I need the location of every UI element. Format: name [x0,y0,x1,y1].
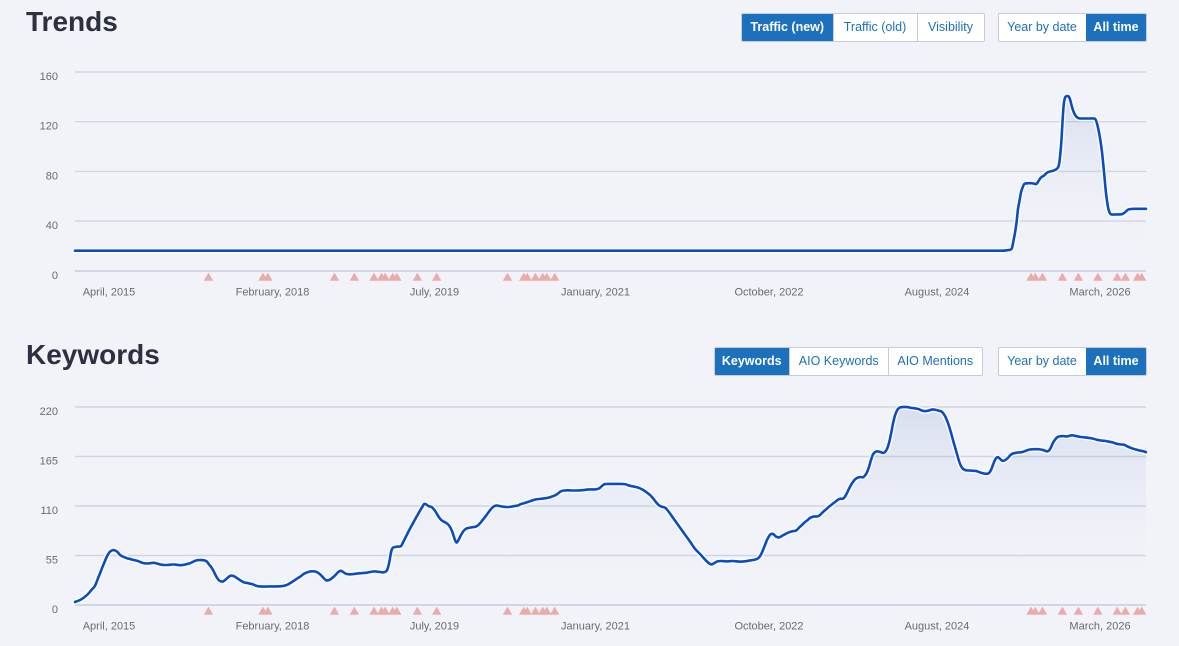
svg-text:March, 2026: March, 2026 [1069,287,1130,299]
svg-text:0: 0 [52,270,58,282]
svg-text:February, 2018: February, 2018 [236,621,310,633]
svg-text:January, 2021: January, 2021 [561,287,630,299]
svg-text:April, 2015: April, 2015 [83,287,136,299]
svg-text:April, 2015: April, 2015 [83,621,136,633]
svg-text:February, 2018: February, 2018 [236,287,310,299]
svg-text:0: 0 [52,604,58,616]
svg-text:August, 2024: August, 2024 [905,621,970,633]
svg-text:January, 2021: January, 2021 [561,621,630,633]
svg-text:40: 40 [46,220,58,232]
svg-text:55: 55 [46,555,58,567]
svg-text:110: 110 [40,505,58,517]
svg-text:80: 80 [46,170,58,182]
svg-text:March, 2026: March, 2026 [1069,621,1130,633]
svg-text:July, 2019: July, 2019 [410,621,459,633]
svg-text:August, 2024: August, 2024 [905,287,970,299]
svg-text:220: 220 [40,406,58,418]
svg-text:October, 2022: October, 2022 [734,287,803,299]
svg-text:165: 165 [40,456,58,468]
svg-text:120: 120 [40,121,58,133]
svg-text:October, 2022: October, 2022 [734,621,803,633]
svg-text:July, 2019: July, 2019 [410,287,459,299]
svg-text:160: 160 [40,71,58,83]
